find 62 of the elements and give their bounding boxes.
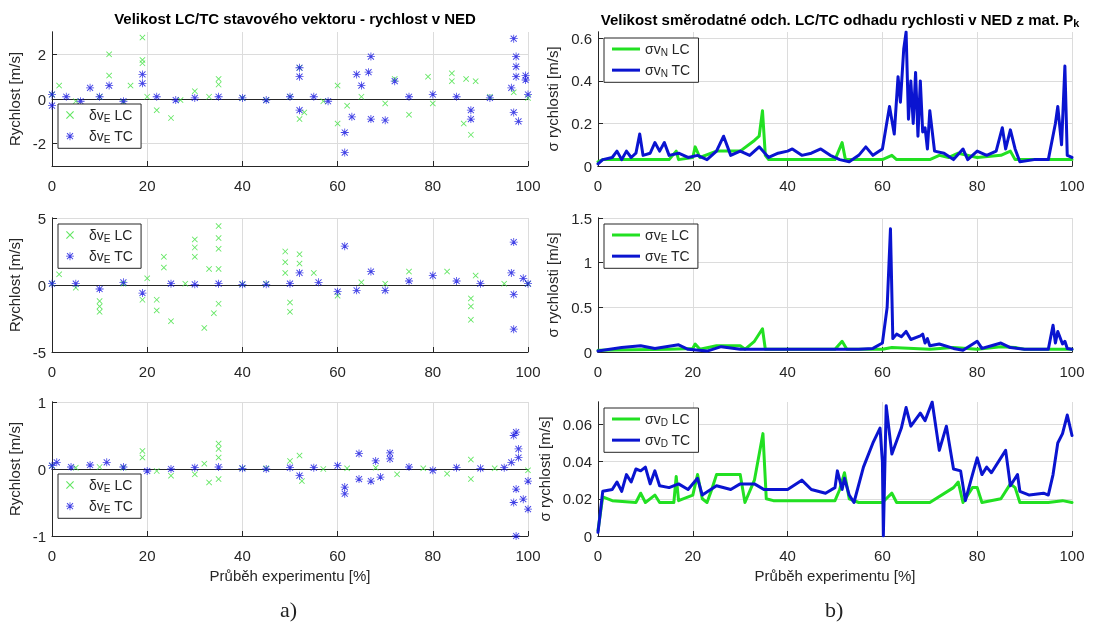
y-tick-label: 0.5: [571, 298, 592, 316]
y-axis-title: Rychlost [m/s]: [5, 51, 23, 147]
x-tick-label: 100: [515, 547, 541, 564]
y-tick-label: 0.06: [562, 415, 592, 433]
x-tick-label: 100: [1059, 547, 1085, 564]
y-tick-label: 0.04: [562, 453, 592, 471]
y-tick-label: 0: [583, 157, 592, 175]
x-tick-label: 80: [424, 363, 442, 380]
y-tick-label: 0: [37, 90, 46, 108]
y-tick-label: 2: [37, 45, 46, 63]
text: a): [280, 596, 298, 622]
x-tick-label: 100: [515, 177, 541, 194]
x-tick-label: 80: [424, 177, 442, 194]
x-tick-label: 60: [329, 363, 346, 380]
y-tick-label: 0.4: [571, 72, 592, 90]
y-tick-label: 0: [583, 343, 592, 361]
x-tick-label: 40: [779, 547, 796, 564]
y-axis-title: Rychlost [m/s]: [5, 421, 23, 517]
x-tick-label: 20: [138, 547, 156, 564]
chart-title: Velikost LC/TC stavového vektoru - rychlost v NED: [114, 10, 477, 27]
y-tick-label: 5: [37, 209, 46, 227]
x-tick-label: 100: [1059, 363, 1085, 380]
y-tick-label: 1: [583, 254, 592, 272]
y-tick-label: -2: [32, 135, 46, 153]
y-axis-title: Rychlost [m/s]: [5, 237, 23, 333]
x-tick-label: 80: [968, 547, 986, 564]
y-axis-title: σ rychlosti [m/s]: [544, 232, 562, 338]
y-tick-label: 0: [37, 276, 46, 294]
x-axis-title: Průběh experimentu [%]: [209, 566, 371, 584]
x-tick-label: 100: [1059, 177, 1085, 194]
x-tick-label: 80: [424, 547, 442, 564]
y-tick-label: 0: [583, 527, 592, 545]
x-tick-label: 80: [968, 177, 986, 194]
x-tick-label: 80: [968, 363, 986, 380]
x-tick-label: 60: [874, 547, 891, 564]
y-tick-label: 0: [37, 460, 46, 478]
y-tick-label: -1: [32, 527, 46, 545]
x-tick-label: 40: [234, 363, 251, 380]
x-tick-label: 60: [874, 177, 891, 194]
x-tick-label: 20: [138, 363, 156, 380]
y-tick-label: -5: [32, 343, 46, 361]
x-tick-label: 100: [515, 363, 541, 380]
x-tick-label: 20: [138, 177, 156, 194]
y-tick-label: 0.02: [562, 490, 592, 508]
y-axis-title: σ rychlosti [m/s]: [535, 416, 553, 522]
y-tick-label: 1: [37, 393, 46, 411]
y-tick-label: 0.6: [571, 29, 592, 47]
x-axis-title: Průběh experimentu [%]: [754, 566, 916, 584]
x-tick-label: 40: [234, 177, 251, 194]
x-tick-label: 40: [779, 363, 796, 380]
y-axis-title: σ rychlosti [m/s]: [544, 46, 562, 152]
x-tick-label: 60: [329, 177, 346, 194]
x-tick-label: 20: [684, 547, 702, 564]
x-tick-label: 40: [779, 177, 796, 194]
y-tick-label: 0.2: [571, 114, 592, 132]
x-tick-label: 60: [329, 547, 346, 564]
x-tick-label: 40: [234, 547, 251, 564]
text: b): [825, 596, 844, 622]
x-tick-label: 20: [684, 177, 702, 194]
x-tick-label: 60: [874, 363, 891, 380]
x-tick-label: 20: [684, 363, 702, 380]
y-tick-label: 1.5: [571, 209, 592, 227]
